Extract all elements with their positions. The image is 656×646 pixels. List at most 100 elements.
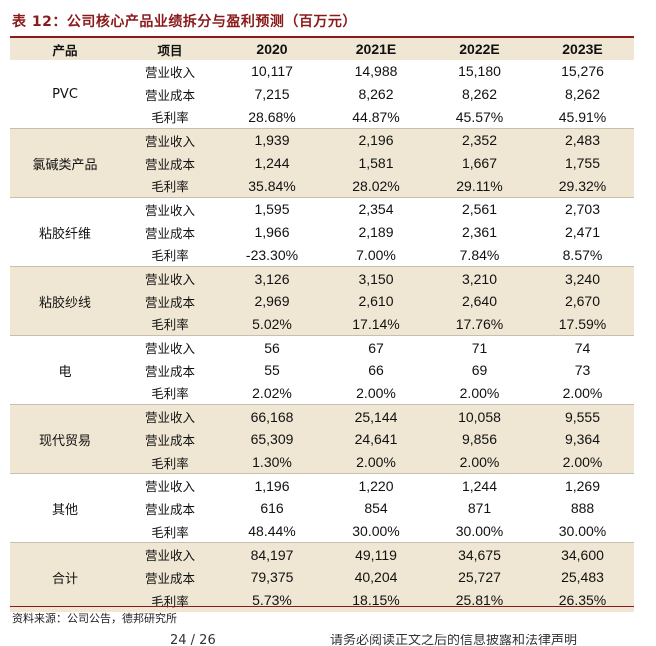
table-row: 营业成本 79,375 40,204 25,727 25,483 (10, 566, 634, 589)
value-cell: 26.35% (531, 588, 634, 612)
value-cell: 8,262 (461, 86, 498, 103)
table-row: 其他 营业收入 1,196 1,220 1,244 1,269 (10, 473, 634, 543)
table-row: 毛利率 5.73% 18.15% 25.81% 26.35% (10, 588, 634, 612)
value-cell: 17.59% (531, 312, 634, 336)
item-label: 营业收入 (120, 197, 220, 221)
value-cell: 854 (364, 500, 388, 517)
item-label: 营业收入 (120, 542, 220, 567)
product-name: 其他 (10, 473, 120, 543)
value-cell: 2,196 (324, 128, 428, 152)
value-cell: 2,640 (428, 289, 531, 313)
value-cell: 5.73% (220, 588, 324, 612)
value-cell: 2.00% (356, 384, 396, 401)
product-name: PVC (52, 86, 78, 102)
value-cell: 1,939 (220, 128, 324, 152)
item-label: 营业收入 (120, 128, 220, 152)
product-name: 现代贸易 (10, 404, 120, 474)
disclaimer: 请务必阅读正文之后的信息披露和法律声明 (330, 634, 578, 646)
table-row: 电营业收入 56 67 71 74 (10, 335, 634, 405)
value-cell: 2,969 (220, 289, 324, 313)
table-row: 毛利率 48.44% 30.00% 30.00% 30.00% (10, 520, 634, 543)
value-cell: 2,670 (531, 289, 634, 313)
header-2020: 2020 (220, 38, 324, 60)
item-label: 营业收入 (120, 266, 220, 290)
item-label: 毛利率 (120, 450, 220, 474)
table-row: 营业成本 55 66 69 73 (10, 359, 634, 382)
value-cell: 3,210 (428, 266, 531, 290)
product-name: 粘胶纱线 (10, 266, 120, 336)
value-cell: 15,276 (561, 63, 604, 80)
product-name: 氯碱类产品 (10, 128, 120, 198)
item-label: 营业成本 (144, 363, 195, 379)
value-cell: 9,555 (531, 404, 634, 428)
table-row: 毛利率 35.84% 28.02% 29.11% 29.32% (10, 174, 634, 198)
header-2023e: 2023E (531, 38, 634, 60)
product-name: 电 (10, 335, 120, 405)
value-cell: 30.00% (558, 523, 607, 540)
forecast-table: 产品 项目 2020 2021E 2022E 2023E PVC 营业收入 10,1… (10, 38, 634, 612)
value-cell: 25,483 (531, 566, 634, 589)
item-label: 营业成本 (144, 501, 195, 517)
value-cell: 34,675 (428, 542, 531, 567)
value-cell: 2,471 (564, 224, 601, 241)
value-cell: 3,240 (531, 266, 634, 290)
value-cell: 79,375 (220, 566, 324, 589)
table-row: 氯碱类产品 营业收入 1,939 2,196 2,352 2,483 (10, 128, 634, 198)
value-cell: 8,262 (358, 86, 394, 103)
value-cell: 1,220 (324, 473, 428, 498)
value-cell: 5.02% (220, 312, 324, 336)
value-cell: 55 (264, 362, 280, 379)
table-row: 营业成本 616 854 871 888 (10, 497, 634, 520)
value-cell: 40,204 (324, 566, 428, 589)
value-cell: 66 (368, 362, 384, 379)
value-cell: 7.00% (356, 246, 396, 263)
value-cell: 66,168 (220, 404, 324, 428)
value-cell: 29.11% (428, 174, 531, 198)
table-row: 毛利率 2.02% 2.00% 2.00% 2.00% (10, 382, 634, 405)
table-row: 粘胶纤维 营业收入 1,595 2,354 2,561 2,703 (10, 197, 634, 267)
header-2021e: 2021E (324, 38, 428, 60)
table-row: PVC 营业收入 10,117 14,988 15,180 15,276 (10, 60, 634, 101)
table-row: 粘胶纱线 营业收入 3,126 3,150 3,210 3,240 (10, 266, 634, 336)
value-cell: 2.00% (531, 450, 634, 474)
value-cell: 3,150 (324, 266, 428, 290)
value-cell: 871 (467, 500, 492, 517)
item-label: 营业收入 (144, 64, 195, 80)
value-cell: 28.02% (324, 174, 428, 198)
item-label: 营业成本 (120, 151, 220, 175)
table-row: 营业成本 2,969 2,610 2,640 2,670 (10, 289, 634, 313)
value-cell: 2,352 (428, 128, 531, 152)
value-cell: 18.15% (324, 588, 428, 612)
item-label: 毛利率 (120, 312, 220, 336)
item-label: 营业收入 (120, 335, 220, 359)
table-row: 营业成本 7,215 8,262 8,262 8,262 (10, 83, 634, 106)
value-cell: 2.00% (459, 384, 500, 401)
value-cell: 15,180 (458, 63, 501, 80)
item-label: 营业收入 (120, 473, 220, 498)
table-row: 营业成本 1,966 2,189 2,361 2,471 (10, 221, 634, 244)
item-label: 营业收入 (120, 404, 220, 428)
item-label: 毛利率 (120, 174, 220, 198)
value-cell: 1,244 (428, 473, 531, 498)
value-cell: 2,354 (324, 197, 428, 221)
value-cell: 45.57% (455, 108, 504, 125)
item-label: 毛利率 (151, 248, 189, 264)
value-cell: 35.84% (220, 174, 324, 198)
value-cell: 2.00% (324, 450, 428, 474)
value-cell: 17.14% (324, 312, 428, 336)
item-label: 营业成本 (120, 428, 220, 451)
value-cell: 17.76% (428, 312, 531, 336)
value-cell: 7.84% (459, 246, 500, 263)
value-cell: 8,262 (564, 86, 601, 103)
header-2022e: 2022E (428, 38, 531, 60)
value-cell: 616 (260, 500, 284, 517)
item-label: 营业成本 (144, 225, 195, 241)
value-cell: 2,361 (461, 224, 498, 241)
value-cell: 1,196 (220, 473, 324, 498)
value-cell: 2.00% (428, 450, 531, 474)
value-cell: 888 (570, 500, 595, 517)
value-cell: 1,244 (220, 151, 324, 175)
value-cell: 2,483 (531, 128, 634, 152)
value-cell: 30.00% (455, 523, 504, 540)
value-cell: 29.32% (531, 174, 634, 198)
